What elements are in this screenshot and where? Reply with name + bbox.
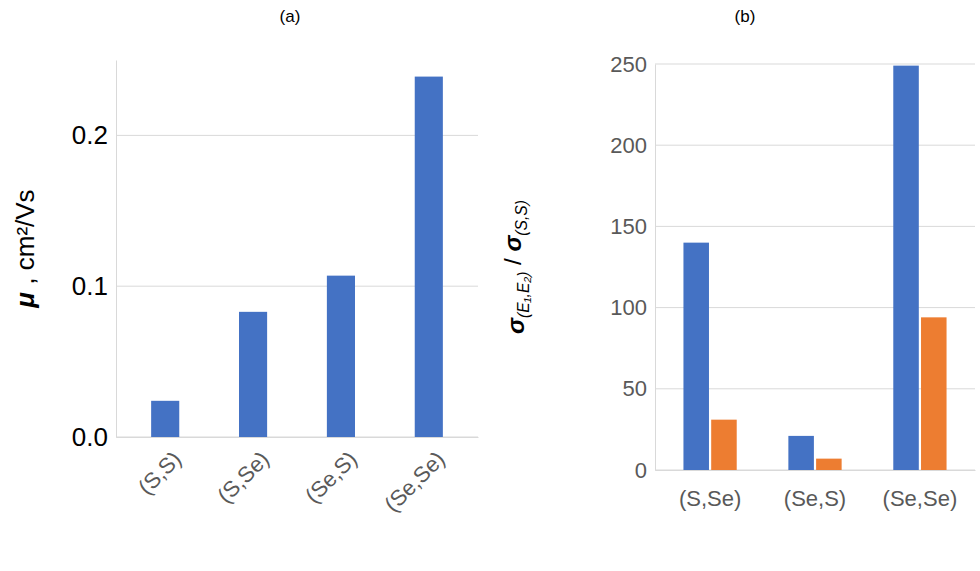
chart-panel: (a) 0.0 0.1 0.2 (S,S) (S,Se) (Se,S) (Se,Se) μ , … — [10, 7, 479, 517]
bar — [415, 77, 443, 437]
y-tick-label: 0.1 — [72, 271, 108, 301]
y-tick-label: 0.2 — [72, 120, 108, 150]
grid-line — [655, 145, 975, 146]
x-axis: (S,S) (S,Se) (Se,S) (Se,Se) — [117, 437, 479, 517]
x-tick: (S,S) — [133, 437, 186, 499]
y-tick: 0.0 — [72, 422, 116, 452]
y-tick: 100 — [610, 295, 655, 320]
bars — [683, 66, 946, 470]
y-tick: 250 — [610, 52, 655, 77]
y-tick-label: 50 — [623, 376, 647, 401]
y-axis: 0.0 0.1 0.2 — [72, 61, 117, 452]
y-axis-line — [655, 65, 656, 471]
y-tick-label: 100 — [610, 295, 647, 320]
x-tick-label: (Se,S) — [784, 486, 846, 511]
y-axis-title: μ , cm²/Vs — [10, 189, 40, 308]
grid-line — [655, 226, 975, 227]
x-tick: (Se,S) — [300, 437, 362, 508]
bar — [683, 243, 709, 470]
y-tick: 150 — [610, 214, 655, 239]
y-tick-label: 250 — [610, 52, 647, 77]
bars — [151, 77, 443, 437]
x-tick-label: (Se,Se) — [883, 486, 958, 511]
x-tick: (Se,Se) — [883, 470, 958, 511]
y-axis-title: σ(E₁,E₂) / σ(S,S) — [499, 200, 532, 334]
x-tick-label: (Se,Se) — [379, 446, 449, 516]
grid — [655, 64, 975, 470]
y-tick: 200 — [610, 133, 655, 158]
x-axis: (S,Se) (Se,S) (Se,Se) — [656, 470, 976, 511]
y-tick: 0.2 — [72, 120, 116, 150]
bar — [151, 401, 179, 437]
x-tick-label: (Se,S) — [300, 446, 362, 508]
chart-panel: (b) 0 50 100 150 200 250 (S,Se) (Se,S) (Se,Se) σ(E… — [499, 7, 975, 511]
bar — [816, 459, 842, 470]
bar — [921, 317, 947, 470]
grid-line — [655, 64, 975, 65]
x-tick: (Se,Se) — [379, 437, 449, 517]
bar — [893, 66, 919, 470]
x-tick-label: (S,Se) — [212, 446, 274, 508]
x-tick-label: (S,Se) — [679, 486, 741, 511]
y-tick-label: 0.0 — [72, 422, 108, 452]
x-tick: (Se,S) — [784, 470, 846, 511]
x-axis-line — [117, 437, 479, 438]
y-axis: 0 50 100 150 200 250 — [610, 52, 655, 483]
bar — [327, 276, 355, 437]
figure: (a) 0.0 0.1 0.2 (S,S) (S,Se) (Se,S) (Se,Se) μ , … — [0, 0, 980, 571]
bar — [239, 312, 267, 437]
bar — [788, 436, 814, 470]
y-tick: 0.1 — [72, 271, 116, 301]
x-tick: (S,Se) — [212, 437, 274, 508]
y-axis-line — [116, 61, 117, 438]
y-tick-label: 200 — [610, 133, 647, 158]
y-tick: 0 — [635, 458, 655, 483]
x-tick: (S,Se) — [679, 470, 741, 511]
bar — [711, 420, 737, 470]
x-tick-label: (S,S) — [133, 446, 186, 499]
y-tick: 50 — [623, 376, 655, 401]
chart-title: (b) — [735, 7, 756, 26]
chart-title: (a) — [280, 7, 301, 26]
y-tick-label: 150 — [610, 214, 647, 239]
y-tick-label: 0 — [635, 458, 647, 483]
x-axis-line — [656, 470, 976, 471]
